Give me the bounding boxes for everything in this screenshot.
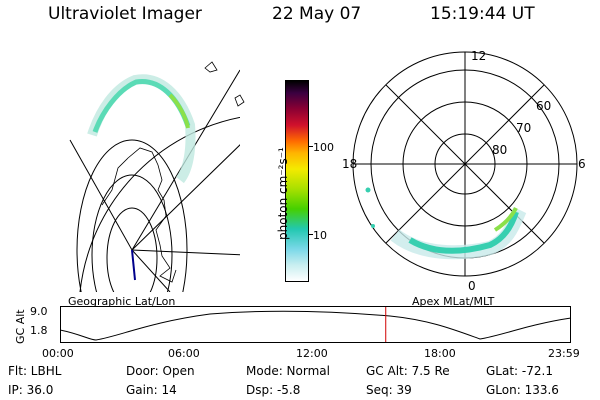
geo-meridian xyxy=(131,144,240,251)
alt-plot-ylabel: GC Alt xyxy=(14,309,27,344)
geo-lat-circle xyxy=(106,207,158,292)
time-tick-label: 06:00 xyxy=(168,347,200,360)
geo-limb-arc xyxy=(79,116,240,292)
alt-ytick-label: 1.8 xyxy=(30,324,48,337)
geo-lat-circle xyxy=(91,174,173,292)
mlt-label-12: 12 xyxy=(471,49,486,63)
time-tick-label: 23:59 xyxy=(548,347,580,360)
aurora-bright xyxy=(168,93,190,129)
info-filter: Flt: LBHL xyxy=(8,364,62,378)
apex-polar-map: 12 18 6 0 60 70 80 xyxy=(342,49,586,292)
mlt-label-18: 18 xyxy=(342,157,357,171)
colorbar-unit-label: photon cm⁻²s⁻¹ xyxy=(276,147,290,240)
instrument-title: Ultraviolet Imager xyxy=(48,4,202,24)
mlat-label-60: 60 xyxy=(536,99,551,113)
geo-meridian xyxy=(131,249,171,292)
colorbar xyxy=(285,80,309,282)
geo-lat-circle xyxy=(76,139,188,292)
geo-meridian xyxy=(69,139,133,251)
alt-plot-frame xyxy=(60,306,571,343)
mlt-label-0: 0 xyxy=(468,279,476,292)
info-glon: GLon: 133.6 xyxy=(486,383,559,397)
info-ip: IP: 36.0 xyxy=(8,383,54,397)
info-door: Door: Open xyxy=(126,364,195,378)
apex-aurora-spot xyxy=(371,224,375,228)
altitude-plot xyxy=(60,306,572,343)
colorbar-tick-label: 100 xyxy=(313,141,334,154)
geo-meridian xyxy=(131,249,240,256)
apex-aurora-bright xyxy=(493,207,518,232)
info-mode: Mode: Normal xyxy=(246,364,330,378)
coastline-island xyxy=(204,61,218,73)
info-dsp: Dsp: -5.8 xyxy=(246,383,301,397)
time-tick-label: 18:00 xyxy=(424,347,456,360)
date-label: 22 May 07 xyxy=(272,4,362,24)
colorbar-tick xyxy=(308,234,313,235)
info-gain: Gain: 14 xyxy=(126,383,177,397)
info-gc-alt: GC Alt: 7.5 Re xyxy=(366,364,450,378)
geographic-map xyxy=(69,61,245,292)
satellite-track xyxy=(131,249,136,281)
info-seq: Seq: 39 xyxy=(366,383,412,397)
mlat-label-80: 80 xyxy=(492,143,507,157)
coastline-island xyxy=(234,94,245,107)
apex-panel-label: Apex MLat/MLT xyxy=(412,295,495,308)
altitude-curve xyxy=(60,310,572,341)
colorbar-tick xyxy=(308,146,313,147)
mlat-label-70: 70 xyxy=(516,121,531,135)
time-tick-label: 12:00 xyxy=(296,347,328,360)
apex-aurora-oval xyxy=(390,206,527,260)
apex-aurora-spot xyxy=(365,187,371,193)
geo-panel-label: Geographic Lat/Lon xyxy=(68,295,176,308)
time-tick-label: 00:00 xyxy=(42,347,74,360)
colorbar-tick-label: 10 xyxy=(313,229,327,242)
aurora-oval xyxy=(87,74,196,184)
alt-ytick-label: 9.0 xyxy=(30,305,48,318)
coastline xyxy=(101,147,177,283)
apex-aurora-core xyxy=(408,211,519,254)
apex-meridian-diag xyxy=(385,84,545,244)
info-glat: GLat: -72.1 xyxy=(486,364,553,378)
mlt-label-6: 6 xyxy=(578,157,586,171)
time-label: 15:19:44 UT xyxy=(430,4,535,24)
